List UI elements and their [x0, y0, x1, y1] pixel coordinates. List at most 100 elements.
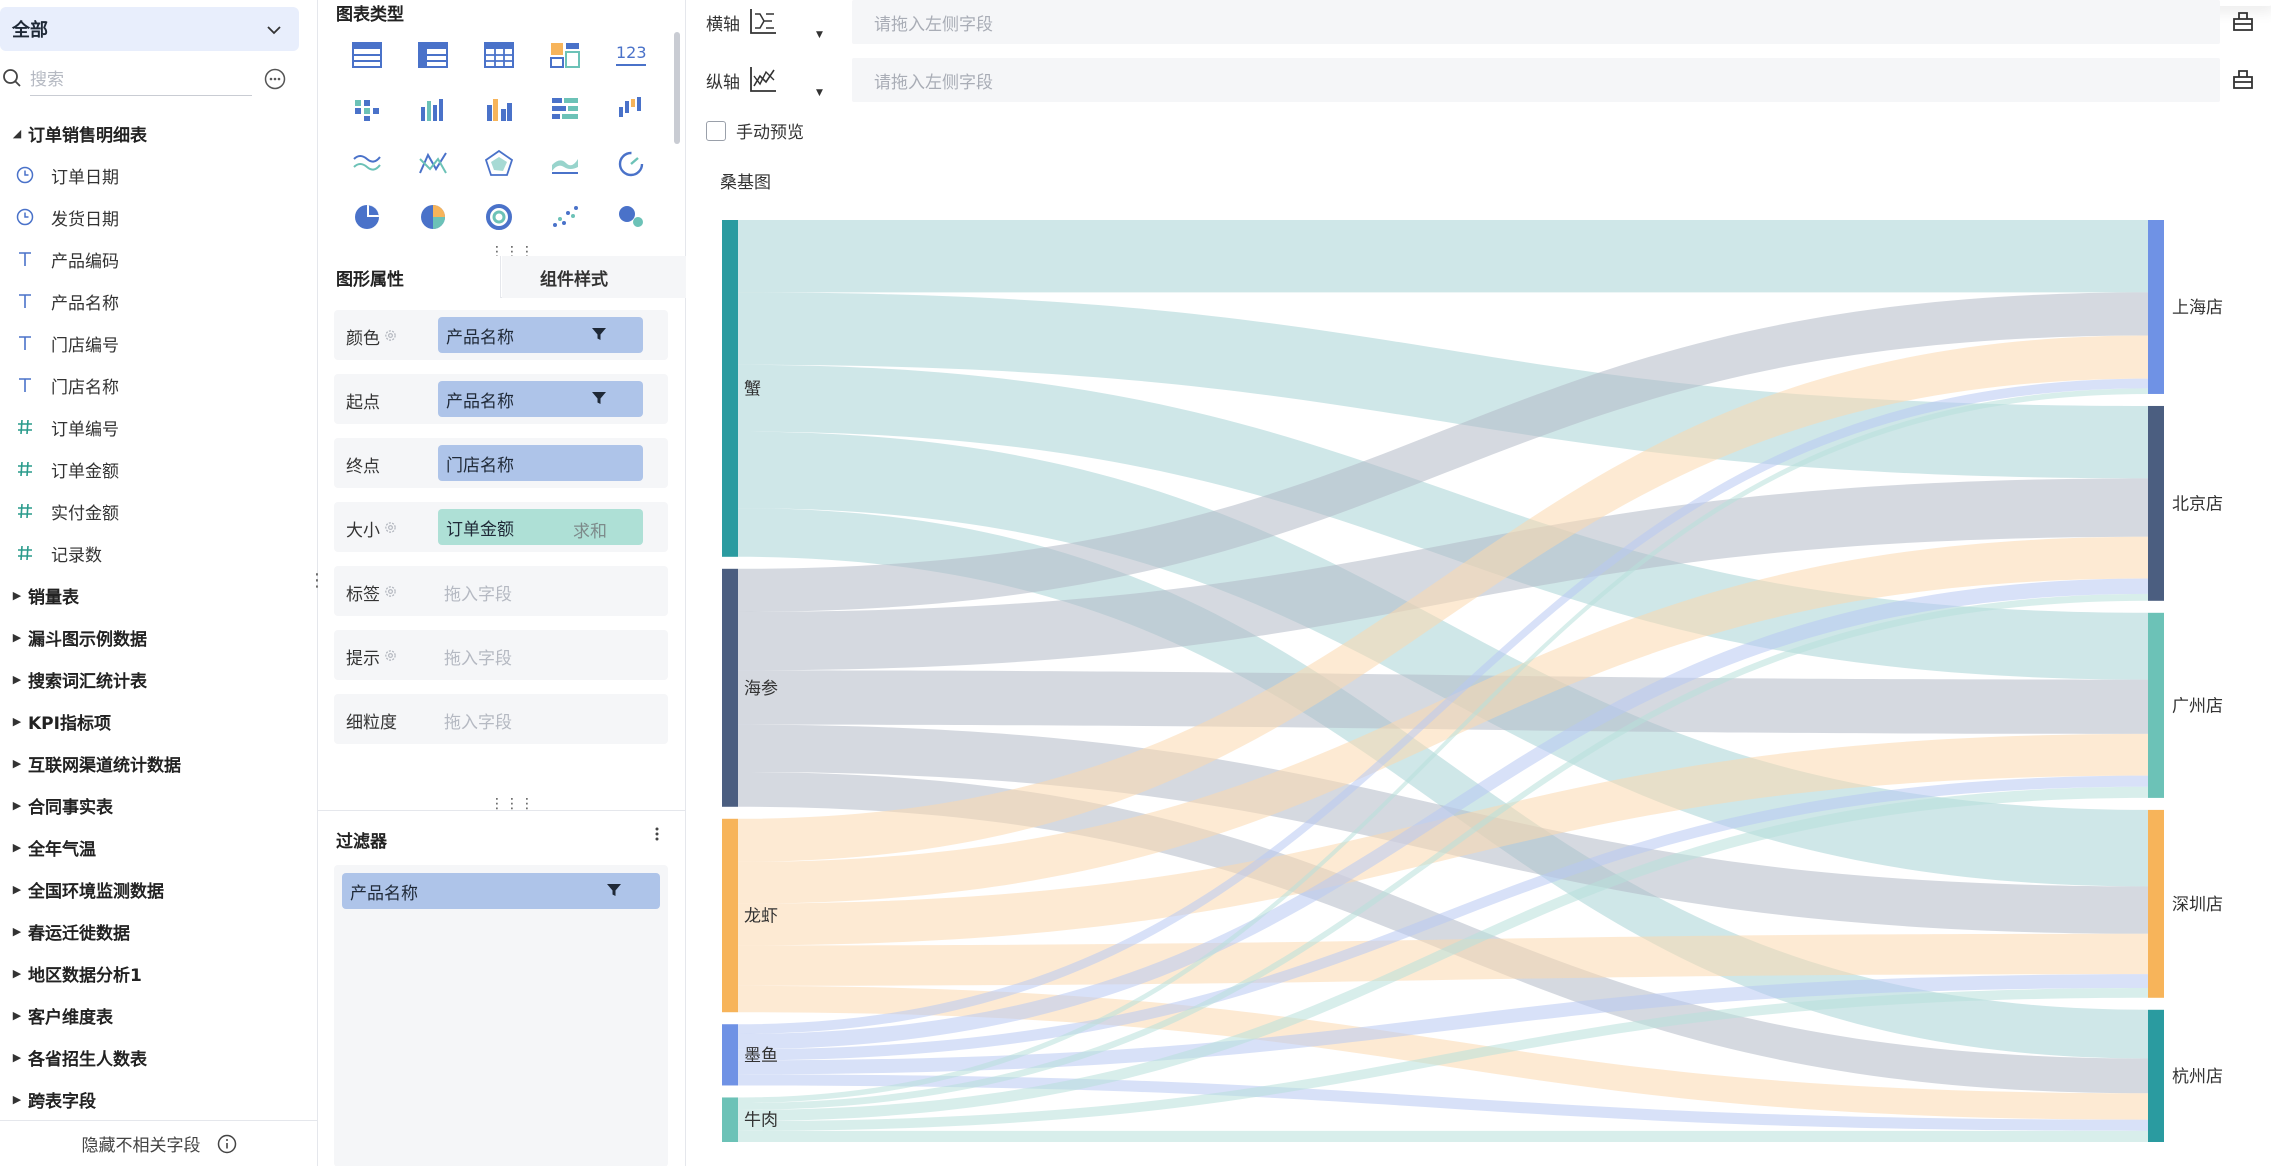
manual-preview-toggle[interactable]: 手动预览 [706, 118, 804, 143]
field-item[interactable]: 记录数 [0, 532, 318, 574]
sankey-link[interactable] [738, 988, 2148, 1131]
field-item[interactable]: 发货日期 [0, 196, 318, 238]
hide-unrelated-fields[interactable]: 隐藏不相关字段 [0, 1120, 318, 1166]
sankey-link[interactable] [738, 1130, 2148, 1142]
property-drop-zone[interactable]: 拖入字段 [444, 713, 512, 733]
y-axis-drop-zone[interactable]: 请拖入左侧字段 [852, 58, 2220, 102]
field-item[interactable]: 产品编码 [0, 238, 318, 280]
pie-icon[interactable] [334, 190, 400, 244]
ring-icon[interactable] [466, 190, 532, 244]
sort-icon[interactable] [2232, 10, 2254, 32]
sankey-link[interactable] [738, 292, 2148, 479]
tab-component-style[interactable]: 组件样式 [502, 256, 686, 298]
tree-table-collapsed[interactable]: ▶ 地区数据分析1 [0, 952, 318, 994]
property-drop-zone[interactable]: 拖入字段 [444, 649, 512, 669]
resize-handle-bottom[interactable]: ⋮⋮⋮ [490, 796, 535, 812]
field-item[interactable]: 订单编号 [0, 406, 318, 448]
more-options-icon[interactable] [264, 68, 286, 90]
y-axis-type-icon[interactable] [748, 64, 778, 94]
gear-icon[interactable] [384, 583, 397, 603]
sankey-link[interactable] [738, 536, 2148, 904]
dashboard-block-icon[interactable] [532, 28, 598, 82]
field-search-input[interactable] [30, 64, 252, 96]
property-drop-zone[interactable]: 拖入字段 [444, 585, 512, 605]
property-field-pill[interactable]: 门店名称 [438, 445, 643, 481]
filter-drop-area[interactable]: 产品名称 [334, 865, 668, 1166]
tree-table-collapsed[interactable]: ▶ 各省招生人数表 [0, 1036, 318, 1078]
detail-table-icon[interactable] [466, 28, 532, 82]
funnel-icon[interactable] [591, 326, 607, 347]
sankey-link[interactable] [738, 771, 2148, 1094]
sankey-link[interactable] [738, 388, 2148, 1104]
sankey-link[interactable] [738, 974, 2148, 1075]
table-icon[interactable] [334, 28, 400, 82]
filter-field-pill[interactable]: 产品名称 [342, 873, 660, 909]
gauge-icon[interactable] [598, 136, 664, 190]
sankey-link[interactable] [738, 593, 2148, 1110]
bar-multi-icon[interactable] [466, 82, 532, 136]
tree-table-collapsed[interactable]: ▶ 跨表字段 [0, 1078, 318, 1120]
target-node[interactable] [2148, 220, 2164, 394]
scatter-icon[interactable] [532, 190, 598, 244]
crosstable-icon[interactable] [400, 28, 466, 82]
field-item[interactable]: 实付金额 [0, 490, 318, 532]
funnel-icon[interactable] [591, 390, 607, 411]
info-icon[interactable] [217, 1134, 237, 1154]
target-node[interactable] [2148, 405, 2164, 601]
tab-shape-properties[interactable]: 图形属性 [318, 256, 501, 298]
sankey-link[interactable] [738, 786, 2148, 1122]
tree-table-collapsed[interactable]: ▶ 漏斗图示例数据 [0, 616, 318, 658]
field-item[interactable]: 门店名称 [0, 364, 318, 406]
sankey-link[interactable] [738, 220, 2148, 293]
caret-down-icon[interactable]: ▼ [816, 88, 823, 98]
field-item[interactable]: 产品名称 [0, 280, 318, 322]
radar-icon[interactable] [466, 136, 532, 190]
gear-icon[interactable] [384, 647, 397, 667]
field-item[interactable]: 门店编号 [0, 322, 318, 364]
x-axis-drop-zone[interactable]: 请拖入左侧字段 [852, 0, 2220, 44]
field-item[interactable]: 订单金额 [0, 448, 318, 490]
tree-table-collapsed[interactable]: ▶ 春运迁徙数据 [0, 910, 318, 952]
line-multi-icon[interactable] [334, 136, 400, 190]
gear-icon[interactable] [384, 327, 397, 347]
property-field-pill[interactable]: 产品名称 [438, 317, 643, 353]
target-node[interactable] [2148, 612, 2164, 798]
tree-table-collapsed[interactable]: ▶ 互联网渠道统计数据 [0, 742, 318, 784]
sankey-link[interactable] [738, 775, 2148, 1061]
sankey-link[interactable] [738, 933, 2148, 986]
tree-table-collapsed[interactable]: ▶ 合同事实表 [0, 784, 318, 826]
source-node[interactable] [722, 818, 738, 1013]
sankey-link[interactable] [738, 508, 2148, 1059]
tree-table-collapsed[interactable]: ▶ 全年气温 [0, 826, 318, 868]
bubble-icon[interactable] [598, 190, 664, 244]
gear-icon[interactable] [384, 519, 397, 539]
field-item[interactable]: 订单日期 [0, 154, 318, 196]
source-node[interactable] [722, 1024, 738, 1086]
grouped-bar-icon[interactable] [334, 82, 400, 136]
horizontal-bar-icon[interactable] [532, 82, 598, 136]
sankey-link[interactable] [738, 733, 2148, 946]
funnel-icon[interactable] [606, 882, 622, 898]
source-node[interactable] [722, 220, 738, 557]
property-field-pill[interactable]: 产品名称 [438, 381, 643, 417]
aggregation-label[interactable]: 求和 [573, 522, 607, 542]
x-axis-type-icon[interactable] [748, 6, 778, 36]
kebab-menu-icon[interactable] [654, 825, 660, 843]
source-node[interactable] [722, 568, 738, 807]
property-field-pill[interactable]: 订单金额 求和 [438, 509, 643, 545]
sankey-link[interactable] [738, 985, 2148, 1120]
manual-preview-checkbox[interactable] [706, 120, 726, 141]
rising-bar-icon[interactable] [598, 82, 664, 136]
sankey-link[interactable] [738, 378, 2148, 1034]
bar-icon[interactable] [400, 82, 466, 136]
sankey-link[interactable] [738, 578, 2148, 1050]
tree-table-collapsed[interactable]: ▶ 搜索词汇统计表 [0, 658, 318, 700]
dataset-selector[interactable]: 全部 [0, 7, 299, 51]
tree-table-collapsed[interactable]: ▶ 全国环境监测数据 [0, 868, 318, 910]
sankey-link[interactable] [738, 292, 2148, 612]
sankey-link[interactable] [738, 478, 2148, 671]
number-123-icon[interactable]: 123 [598, 28, 664, 82]
pie-multi-icon[interactable] [400, 190, 466, 244]
tree-table-expanded[interactable]: ◢ 订单销售明细表 [0, 112, 318, 154]
tree-table-collapsed[interactable]: ▶ 销量表 [0, 574, 318, 616]
